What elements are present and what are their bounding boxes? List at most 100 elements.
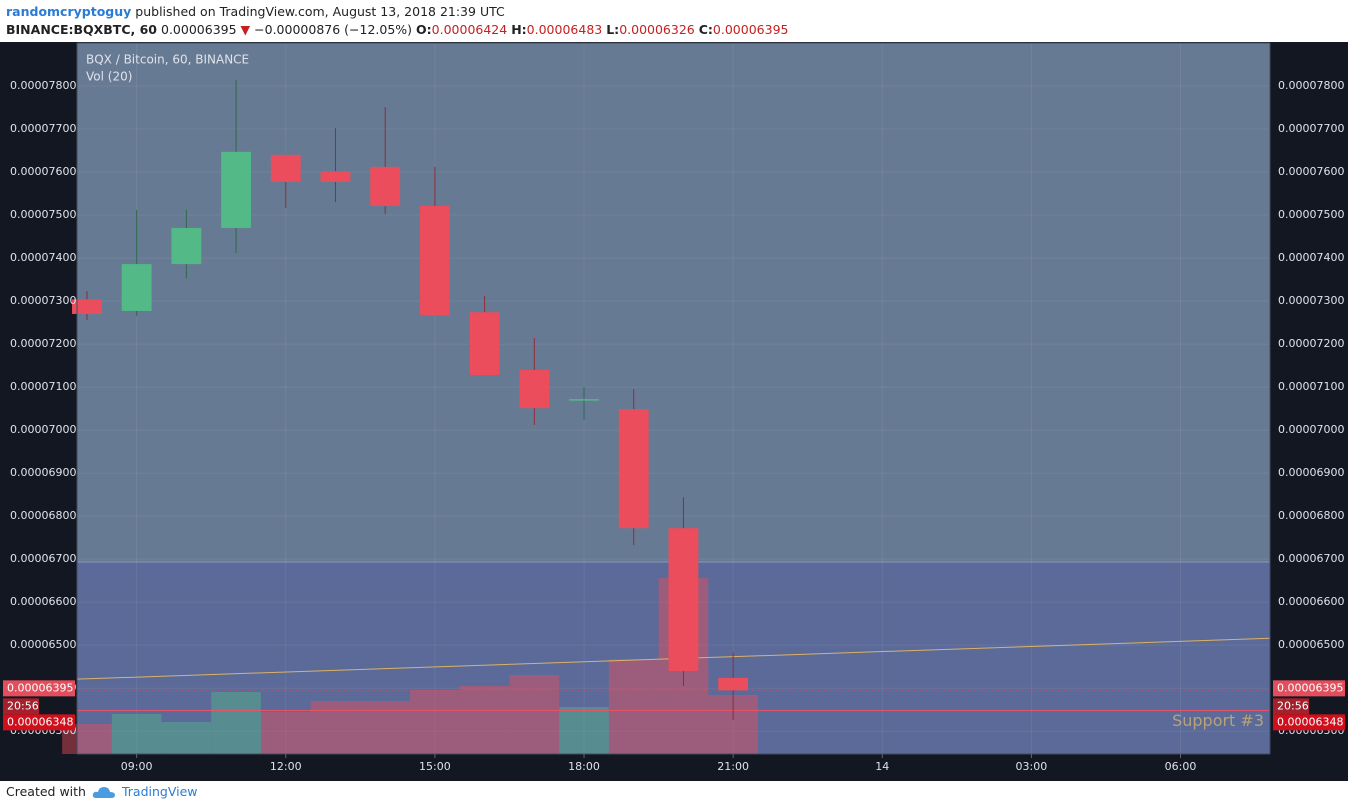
y2-tick-label: 0.00007200	[1278, 337, 1344, 350]
y2-tick-label: 0.00007400	[1278, 251, 1344, 264]
header-line-2: BINANCE:BQXBTC, 60 0.00006395 ▼ −0.00000…	[6, 21, 788, 39]
logo	[92, 786, 115, 798]
x-tick-label: 18:00	[568, 760, 600, 773]
y2-tick-label: 0.00006500	[1278, 638, 1344, 651]
y2-tick-label: 0.00007000	[1278, 423, 1344, 436]
countdown-label-bg	[3, 698, 39, 715]
last-price-label: 0.00006395	[7, 681, 73, 694]
y2-tick-label: 0.00007700	[1278, 122, 1344, 135]
last-price-label-bg	[1273, 680, 1345, 697]
candle-body	[618, 409, 649, 529]
x-tick-label: 14	[875, 760, 889, 773]
c-label: C:	[698, 22, 713, 37]
y2-tick-label: 0.00006800	[1278, 509, 1344, 522]
y-tick-label: 0.00006500	[10, 638, 76, 651]
x-tick-label: 21:00	[717, 760, 749, 773]
y-tick-label: 0.00007000	[10, 423, 76, 436]
volume-bar	[459, 686, 510, 754]
support-price-label-bg	[3, 714, 75, 731]
arrow: ▼	[240, 22, 251, 37]
candle-body	[121, 264, 152, 311]
y2-tick-label: 0.00007800	[1278, 79, 1344, 92]
support-price-label: 0.00006348	[7, 715, 73, 728]
grid	[77, 43, 1270, 754]
y-tick-label: 0.00007600	[10, 165, 76, 178]
y-tick-label: 0.00007200	[10, 337, 76, 350]
x-tick-label: 09:00	[121, 760, 153, 773]
x-tick-label: 12:00	[270, 760, 302, 773]
volume-bar	[211, 692, 261, 754]
o-label: O:	[416, 22, 432, 37]
support-label: Support #3	[1172, 711, 1264, 730]
candle-body	[668, 528, 699, 671]
candles: Support #3	[72, 79, 1271, 730]
c: 0.00006395	[712, 22, 789, 37]
countdown-label: 20:56	[7, 699, 39, 712]
symbol: BINANCE:BQXBTC, 60	[6, 22, 158, 37]
candle-body	[718, 677, 749, 691]
last-price-label-bg	[3, 680, 75, 697]
candle-body	[519, 369, 550, 409]
l: 0.00006326	[619, 22, 695, 37]
volume-bar	[559, 707, 609, 754]
y-tick-label: 0.00007800	[10, 79, 76, 92]
candle-body	[221, 151, 251, 228]
countdown-label: 20:56	[1277, 699, 1309, 712]
header-line-1: randomcryptoguy published on TradingView…	[6, 3, 788, 21]
volume-bar	[360, 701, 411, 754]
y-tick-label: 0.00006800	[10, 509, 76, 522]
y2-tick-label: 0.00006600	[1278, 595, 1344, 608]
volume-bar	[410, 690, 460, 754]
y-tick-label: 0.00006700	[10, 552, 76, 565]
y2-tick-label: 0.00006700	[1278, 552, 1344, 565]
volume-bar	[111, 714, 162, 754]
y2-tick-label: 0.00007600	[1278, 165, 1344, 178]
change: −0.00000876 (−12.05%)	[254, 22, 413, 37]
countdown-label-bg	[1273, 698, 1309, 715]
volume-bar	[608, 659, 659, 754]
y-tick-label: 0.00007300	[10, 294, 76, 307]
support-price-label: 0.00006348	[1277, 715, 1343, 728]
y-tick-label: 0.00007100	[10, 380, 76, 393]
volume-bar	[161, 722, 212, 754]
last: 0.00006395	[161, 22, 237, 37]
y2-tick-label: 0.00007100	[1278, 380, 1344, 393]
volume-title: Vol (20)	[86, 70, 132, 84]
axes: 0.000063000.000063000.000064000.00006400…	[3, 79, 1345, 773]
chart: Support #3 BQX / Bitcoin, 60, BINANCE Vo…	[0, 42, 1348, 781]
candle-body	[419, 206, 450, 316]
footer: Created with TradingView	[6, 784, 198, 799]
candle-body	[320, 171, 351, 182]
support-price-label-bg	[1273, 714, 1345, 731]
x-tick-label: 15:00	[419, 760, 451, 773]
y2-tick-label: 0.00006900	[1278, 466, 1344, 479]
last-price-label: 0.00006395	[1277, 681, 1343, 694]
created: Created with	[6, 784, 86, 799]
y-tick-label: 0.00007400	[10, 251, 76, 264]
y-tick-label: 0.00006600	[10, 595, 76, 608]
candle-body	[72, 299, 102, 314]
candle-body	[370, 166, 401, 207]
candle-body	[270, 154, 301, 182]
y2-tick-label: 0.00007300	[1278, 294, 1344, 307]
x-tick-label: 06:00	[1165, 760, 1197, 773]
published: published on TradingView.com, August 13,…	[135, 4, 505, 19]
x-tick-label: 03:00	[1016, 760, 1048, 773]
y2-tick-label: 0.00007500	[1278, 208, 1344, 221]
brand[interactable]: TradingView	[121, 784, 198, 799]
candle-body	[171, 227, 202, 265]
y-tick-label: 0.00007500	[10, 208, 76, 221]
author[interactable]: randomcryptoguy	[6, 4, 132, 19]
y-tick-label: 0.00007700	[10, 122, 76, 135]
y-tick-label: 0.00006900	[10, 466, 76, 479]
candle-body	[469, 312, 500, 376]
h-label: H:	[511, 22, 527, 37]
candle-body	[569, 399, 599, 401]
header: randomcryptoguy published on TradingView…	[6, 3, 788, 39]
volume-bar	[260, 712, 311, 754]
chart-title: BQX / Bitcoin, 60, BINANCE	[86, 53, 249, 67]
o: 0.00006424	[431, 22, 508, 37]
l-label: L:	[606, 22, 620, 37]
h: 0.00006483	[526, 22, 603, 37]
